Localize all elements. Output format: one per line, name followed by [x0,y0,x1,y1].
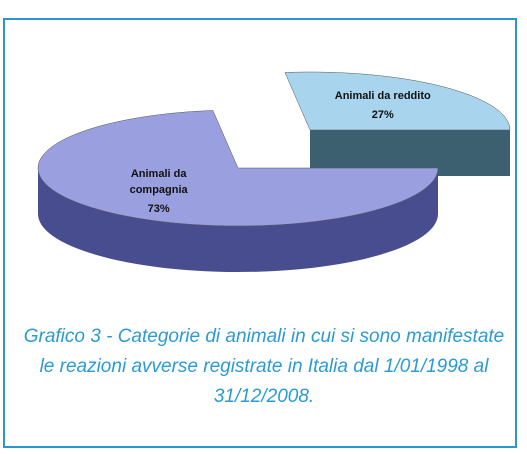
pie-slice [284,71,511,131]
pie-side [38,168,438,272]
slice-value: 73% [147,203,170,216]
slice-name: Animali da reddito [334,90,431,103]
pie-face [310,130,510,176]
slice-value: 27% [371,109,394,122]
pie-slice [37,110,439,227]
slice-label: Animali da reddito 27% [313,88,453,123]
caption: Grafico 3 - Categorie di animali in cui … [23,326,505,407]
frame [3,18,517,448]
slice-label: Animali da compagnia 73% [119,166,199,217]
slice-name: Animali da compagnia [129,168,188,197]
